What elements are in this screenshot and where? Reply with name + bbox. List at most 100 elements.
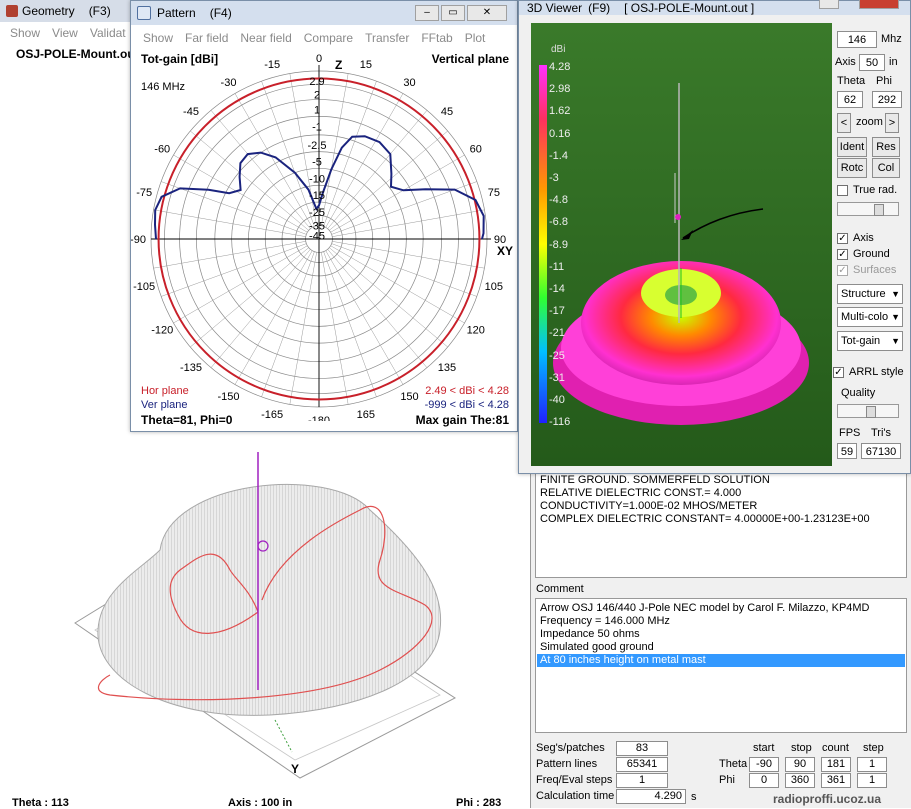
grid-radial xyxy=(234,250,313,385)
arrl-label: ARRL style xyxy=(849,366,904,378)
pattern-lines-label: Pattern lines xyxy=(536,758,598,770)
slider-1[interactable] xyxy=(837,202,899,216)
slider-1-thumb[interactable] xyxy=(874,204,884,216)
comment-box[interactable]: Arrow OSJ 146/440 J-Pole NEC model by Ca… xyxy=(535,598,907,733)
phi-count[interactable]: 361 xyxy=(821,773,851,788)
multicolor-dropdown[interactable]: Multi-colo ▼ xyxy=(837,307,903,327)
grid-radial xyxy=(261,251,315,397)
pattern-menu-plot[interactable]: Plot xyxy=(464,31,486,45)
freq-unit: Mhz xyxy=(881,33,902,45)
freq-steps-field[interactable]: 1 xyxy=(616,773,668,788)
ground-check-label: Ground xyxy=(853,248,890,260)
grid-radial xyxy=(332,241,485,269)
info-text-box[interactable]: FINITE GROUND. SOMMERFELD SOLUTION RELAT… xyxy=(535,470,907,578)
totgain-dropdown[interactable]: Tot-gain ▼ xyxy=(837,331,903,351)
geometry-menu-view[interactable]: View xyxy=(52,26,78,40)
pattern-menubar: Show Far field Near field Compare Transf… xyxy=(137,31,517,45)
pattern-menu-show[interactable]: Show xyxy=(143,31,174,45)
structure-dropdown[interactable]: Structure ▼ xyxy=(837,284,903,304)
chevron-down-icon: ▼ xyxy=(891,336,900,346)
comment-line-3: Impedance 50 ohms xyxy=(540,628,640,640)
minimize-icon[interactable]: ‒ xyxy=(415,5,439,21)
pattern-menu-transfer[interactable]: Transfer xyxy=(365,31,410,45)
pattern-key: (F4) xyxy=(209,6,232,20)
arrow-head xyxy=(681,230,693,240)
geometry-status-bar: Theta : 113 Axis : 100 in Phi : 283 xyxy=(0,797,530,809)
axis-input[interactable]: 50 xyxy=(859,54,885,71)
geometry-menu-validate[interactable]: Validat xyxy=(89,26,126,40)
close-icon[interactable]: ✕ xyxy=(467,5,507,21)
geometry-menu-show[interactable]: Show xyxy=(10,26,41,40)
grid-radial xyxy=(330,245,465,324)
fps-label: FPS xyxy=(839,427,861,439)
arrl-checkbox[interactable]: ✓ xyxy=(833,367,844,378)
maximize-icon[interactable]: ▭ xyxy=(441,5,465,21)
angle-label-left: -60 xyxy=(154,144,170,156)
ring-value-label: -25 xyxy=(309,207,325,219)
viewer3d-scene[interactable] xyxy=(531,23,832,466)
segs-label: Seg's/patches xyxy=(536,742,605,754)
scale-value-label: -25 xyxy=(549,349,565,362)
geometry-app-icon xyxy=(6,5,18,17)
zoom-out-button[interactable]: < xyxy=(837,113,851,133)
pattern-window: Pattern (F4) ‒ ▭ ✕ Show Far field Near f… xyxy=(130,0,518,432)
angle-label-left: -105 xyxy=(133,281,155,293)
phi-start[interactable]: 0 xyxy=(749,773,779,788)
scale-value-label: 0.16 xyxy=(549,127,571,140)
scale-value-label: -1.4 xyxy=(549,149,568,162)
ground-checkbox[interactable]: ✓ xyxy=(837,249,848,260)
pattern-header-left: Tot-gain [dBi] xyxy=(141,52,219,66)
grid-radial xyxy=(329,130,448,231)
pattern-lines-field: 65341 xyxy=(616,757,668,772)
col-step: step xyxy=(863,742,884,754)
angle-label-right: 75 xyxy=(488,187,500,199)
grid-radial xyxy=(161,181,307,235)
angle-label-0: 0 xyxy=(316,53,322,65)
quality-slider-thumb[interactable] xyxy=(866,406,876,418)
col-button[interactable]: Col xyxy=(872,158,900,178)
pattern-freq: 146 MHz xyxy=(141,81,186,93)
pattern-menu-near-field[interactable]: Near field xyxy=(240,31,292,45)
scale-value-label: -11 xyxy=(549,260,565,273)
ident-button[interactable]: Ident xyxy=(837,137,867,157)
geometry-title: Geometry xyxy=(22,4,75,18)
grid-radial xyxy=(321,73,349,226)
comment-line-5: At 80 inches height on metal mast xyxy=(540,654,706,666)
segs-field: 83 xyxy=(616,741,668,756)
true-rad-checkbox[interactable] xyxy=(837,185,848,196)
pattern-menu-far-field[interactable]: Far field xyxy=(185,31,229,45)
pattern-menu-compare[interactable]: Compare xyxy=(303,31,354,45)
structure-dropdown-value: Structure xyxy=(841,288,886,300)
theta-step[interactable]: 1 xyxy=(857,757,887,772)
theta-input[interactable]: 62 xyxy=(837,91,863,108)
quality-slider[interactable] xyxy=(837,404,899,418)
theta-count[interactable]: 181 xyxy=(821,757,851,772)
scale-unit: dBi xyxy=(551,44,566,55)
axis-checkbox[interactable]: ✓ xyxy=(837,233,848,244)
pattern-menu-fftab[interactable]: FFtab xyxy=(421,31,453,45)
rotc-button[interactable]: Rotc xyxy=(837,158,867,178)
phi-input[interactable]: 292 xyxy=(872,91,902,108)
res-button[interactable]: Res xyxy=(872,137,900,157)
polar-plot[interactable]: 0 15 30 45 60 75 90 105 120 135 150 165 -15 -30 -45 -60… xyxy=(131,51,519,421)
grid-radial xyxy=(161,243,307,297)
zoom-in-button[interactable]: > xyxy=(885,113,899,133)
viewer3d-close-icon[interactable] xyxy=(859,0,899,9)
phi-step[interactable]: 1 xyxy=(857,773,887,788)
totgain-dropdown-value: Tot-gain xyxy=(841,335,881,347)
angle-label-right: 30 xyxy=(403,77,415,89)
theta-stop[interactable]: 90 xyxy=(785,757,815,772)
freq-input[interactable]: 146 xyxy=(837,31,877,48)
ring-value-label: 2.9 xyxy=(309,76,324,88)
grid-radial xyxy=(325,93,404,228)
grid-radial xyxy=(325,250,404,385)
scale-value-label: 2.98 xyxy=(549,83,571,96)
grid-radial xyxy=(323,81,377,227)
chevron-down-icon: ▼ xyxy=(891,289,900,299)
geometry-3d-view[interactable]: Y xyxy=(0,440,530,800)
phi-stop[interactable]: 360 xyxy=(785,773,815,788)
viewer3d-minimize-icon[interactable] xyxy=(819,0,839,9)
geometry-axis-y: Y xyxy=(291,762,299,776)
theta-start[interactable]: -90 xyxy=(749,757,779,772)
viewer3d-file: [ OSJ-POLE-Mount.out ] xyxy=(624,1,755,15)
